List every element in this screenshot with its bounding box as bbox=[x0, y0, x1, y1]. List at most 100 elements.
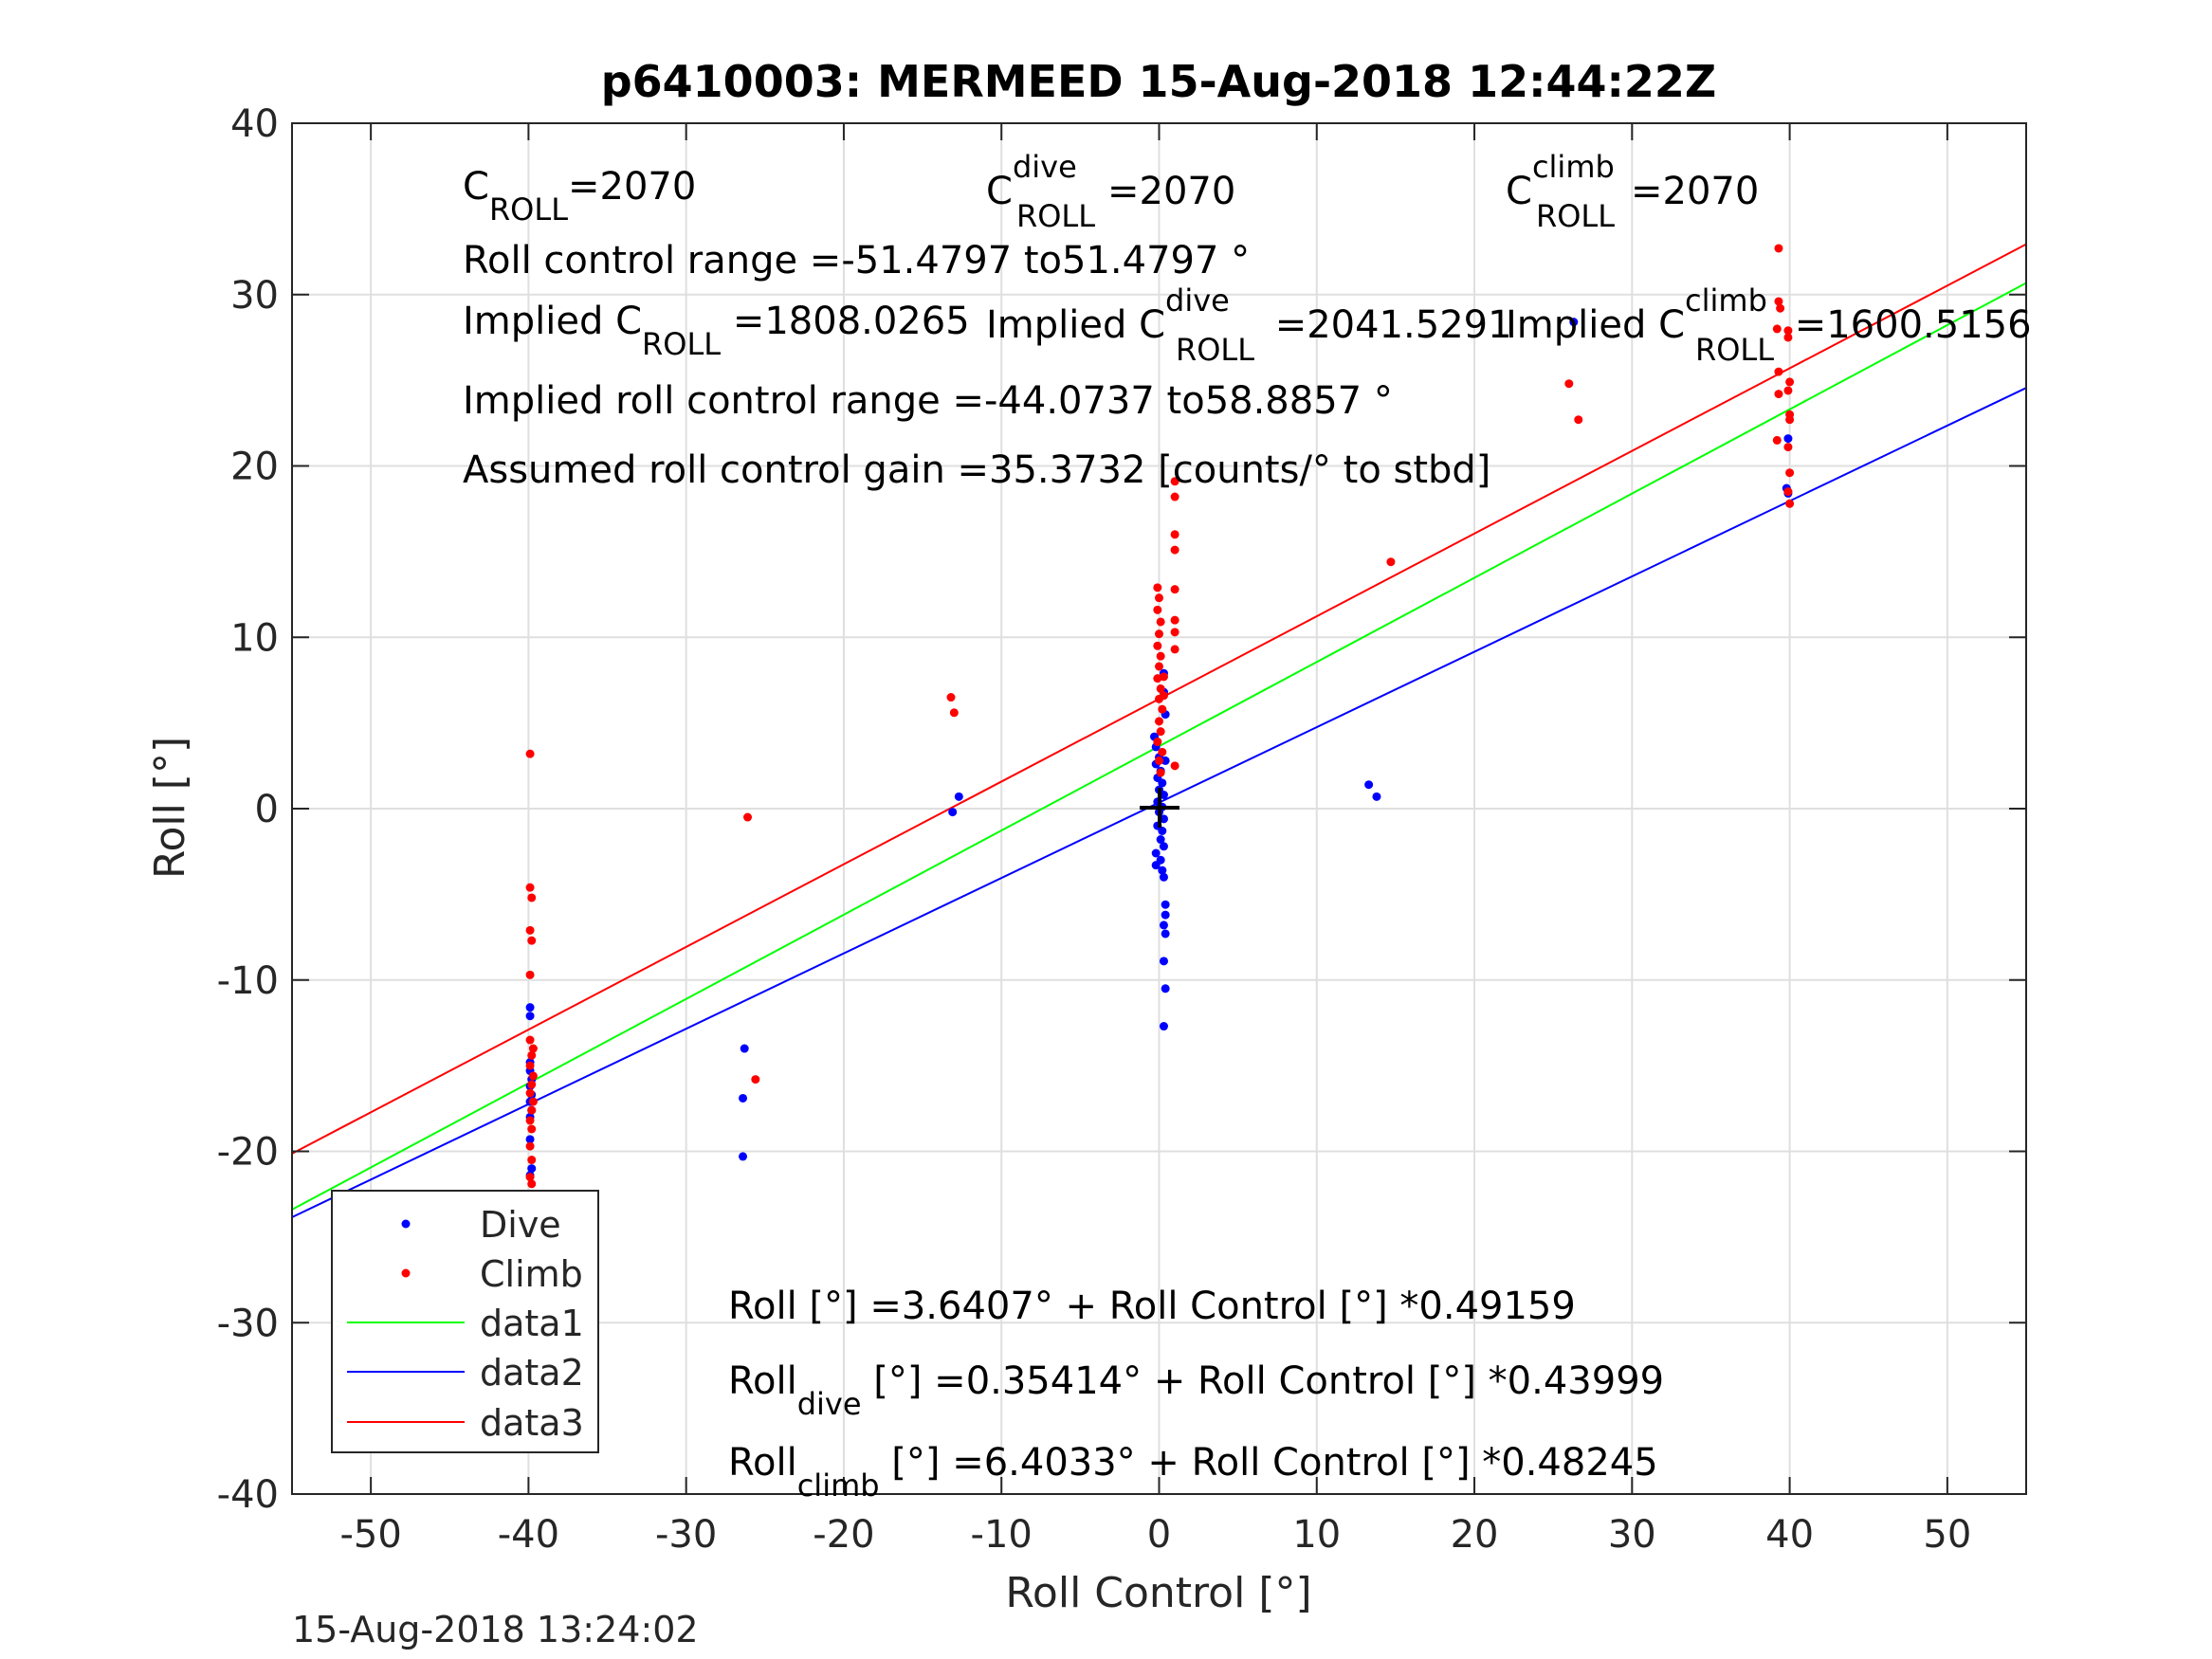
climb-data-point bbox=[525, 970, 535, 979]
climb-data-point bbox=[1170, 492, 1179, 501]
climb-data-point bbox=[528, 1044, 538, 1053]
climb-data-point bbox=[1159, 672, 1168, 682]
climb-data-point bbox=[1774, 390, 1783, 399]
dive-data-point bbox=[1159, 1022, 1168, 1031]
dive-data-point bbox=[1161, 929, 1170, 939]
dive-data-point bbox=[954, 792, 963, 801]
origin-cross bbox=[1140, 788, 1179, 828]
c-roll-climb-annotation: Cclimb ROLL=2070 bbox=[1506, 149, 1759, 234]
dive-data-point bbox=[527, 1164, 537, 1174]
x-tick-label: 0 bbox=[1147, 1513, 1171, 1557]
c-roll-dive-annotation: Cdive ROLL=2070 bbox=[986, 149, 1235, 234]
dive-data-point bbox=[740, 1044, 749, 1053]
implied-range-annotation: Implied roll control range =-44.0737 to5… bbox=[463, 379, 1393, 423]
y-tick-label: -10 bbox=[217, 959, 279, 1003]
legend-label: Dive bbox=[480, 1204, 561, 1246]
climb-data-point bbox=[525, 1061, 535, 1070]
y-tick-label: -20 bbox=[217, 1131, 279, 1175]
climb-data-point bbox=[1170, 628, 1179, 637]
y-tick-label: -40 bbox=[217, 1473, 279, 1517]
dive-data-point bbox=[1161, 984, 1170, 994]
dive-data-point bbox=[1161, 756, 1170, 765]
x-tick-label: -40 bbox=[498, 1513, 559, 1557]
climb-data-point bbox=[1153, 641, 1162, 650]
climb-data-point bbox=[946, 693, 956, 702]
x-tick-label: 30 bbox=[1608, 1513, 1656, 1557]
y-axis-label: Roll [°] bbox=[146, 737, 194, 879]
legend-label: data3 bbox=[480, 1402, 584, 1444]
climb-data-point bbox=[527, 1179, 537, 1189]
dive-data-point bbox=[1158, 778, 1167, 788]
climb-data-point bbox=[1170, 530, 1179, 539]
climb-data-point bbox=[527, 1105, 537, 1115]
climb-data-point bbox=[1783, 326, 1793, 336]
dive-data-point bbox=[1159, 921, 1168, 930]
climb-data-point bbox=[1159, 691, 1168, 701]
climb-data-point bbox=[527, 1080, 537, 1089]
climb-data-point bbox=[528, 1097, 538, 1106]
dive-data-point bbox=[1159, 814, 1168, 824]
implied-c-roll-annotation: Implied CROLL =1808.0265 bbox=[463, 300, 970, 362]
climb-data-point bbox=[1170, 545, 1179, 555]
climb-data-point bbox=[751, 1075, 760, 1085]
dive-data-point bbox=[1161, 910, 1170, 920]
climb-data-point bbox=[1785, 468, 1795, 478]
dive-data-point bbox=[948, 808, 958, 817]
dive-data-point bbox=[1158, 826, 1167, 835]
dive-data-point bbox=[1364, 780, 1374, 790]
dive-data-point bbox=[525, 1003, 535, 1012]
climb-data-point bbox=[525, 1141, 535, 1151]
climb-data-point bbox=[1155, 662, 1163, 671]
fit-climb-annotation: Rollclimb [°] =6.4033° + Roll Control [°… bbox=[728, 1441, 1658, 1504]
x-tick-label: -50 bbox=[339, 1513, 401, 1557]
climb-data-point bbox=[949, 708, 959, 718]
legend-label: data2 bbox=[480, 1352, 584, 1394]
climb-data-point bbox=[1783, 487, 1793, 497]
x-tick-label: 50 bbox=[1923, 1513, 1971, 1557]
annotations: CROLL=2070 Cdive ROLL=2070 Cclimb ROLL=207… bbox=[463, 149, 2032, 1504]
x-tick-label: -30 bbox=[655, 1513, 717, 1557]
climb-data-point bbox=[1153, 738, 1162, 747]
climb-data-point bbox=[1776, 303, 1785, 313]
implied-c-roll-dive-annotation: Implied Cdive ROLL =2041.5291 bbox=[986, 283, 1512, 368]
climb-data-point bbox=[1783, 443, 1793, 452]
climb-data-point bbox=[1783, 386, 1793, 395]
dive-data-point bbox=[1783, 434, 1793, 444]
timestamp: 15-Aug-2018 13:24:02 bbox=[292, 1609, 699, 1650]
y-tick-label: 40 bbox=[230, 102, 279, 146]
climb-data-point bbox=[1170, 477, 1179, 486]
climb-data-point bbox=[525, 1173, 535, 1182]
climb-data-point bbox=[527, 1156, 537, 1165]
climb-data-point bbox=[525, 925, 535, 935]
climb-data-point bbox=[1156, 768, 1165, 777]
legend-label: Climb bbox=[480, 1253, 583, 1295]
climb-data-point bbox=[527, 936, 537, 945]
climb-data-point bbox=[1155, 629, 1163, 639]
climb-data-point bbox=[1783, 333, 1793, 342]
climb-data-point bbox=[525, 749, 535, 758]
climb-data-point bbox=[1170, 645, 1179, 654]
y-tick-label: -30 bbox=[217, 1302, 279, 1345]
climb-data-point bbox=[1158, 704, 1167, 714]
climb-data-point bbox=[1155, 756, 1163, 765]
climb-data-point bbox=[1170, 615, 1179, 625]
legend-label: data1 bbox=[480, 1303, 584, 1344]
dive-data-point bbox=[1156, 835, 1165, 845]
climb-data-point bbox=[525, 1035, 535, 1045]
legend: Dive Climb data1 data2 data3 bbox=[331, 1190, 599, 1453]
climb-data-point bbox=[525, 1088, 535, 1098]
gain-annotation: Assumed roll control gain =35.3732 [coun… bbox=[463, 448, 1490, 492]
climb-data-point bbox=[1785, 499, 1795, 508]
climb-data-point bbox=[527, 893, 537, 902]
dive-data-point bbox=[1151, 848, 1161, 858]
legend-marker-dive bbox=[401, 1219, 411, 1229]
climb-data-point bbox=[1153, 583, 1162, 592]
x-tick-label: 20 bbox=[1451, 1513, 1499, 1557]
dive-data-point bbox=[1159, 791, 1168, 800]
y-tick-label: 20 bbox=[230, 446, 279, 489]
climb-data-point bbox=[1156, 617, 1165, 627]
climb-data-point bbox=[525, 883, 535, 892]
fit-dive-annotation: Rolldive [°] =0.35414° + Roll Control [°… bbox=[728, 1359, 1664, 1422]
y-tick-label: 0 bbox=[255, 788, 279, 831]
dive-data-point bbox=[1159, 957, 1168, 966]
